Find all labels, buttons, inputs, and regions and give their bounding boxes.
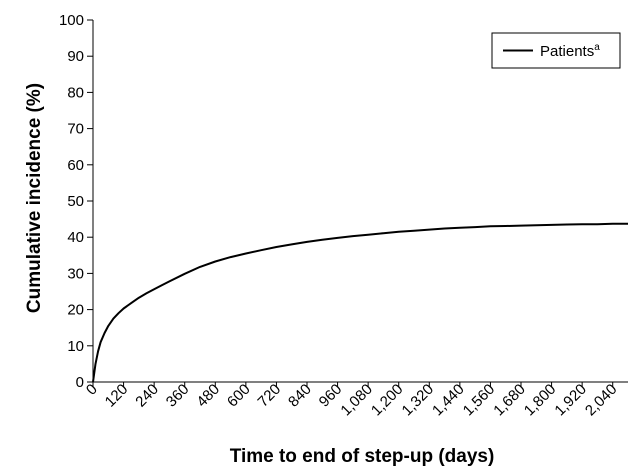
x-tick-label: 1,560 — [460, 381, 499, 420]
x-axis: 0 120 240 360 480 600 720 840 9601,0801,2001,320… — [83, 381, 628, 420]
x-tick-label: 2,040 — [582, 381, 621, 420]
y-axis: 0 10 20 30 40 50 60 70 80 90 100 — [59, 12, 94, 391]
y-tick-label: 80 — [67, 84, 84, 101]
series-line — [92, 222, 628, 383]
y-axis-title: Cumulative incidence (%) — [24, 83, 45, 313]
x-tick-label: 1,080 — [337, 381, 376, 420]
x-tick-label: 1,320 — [399, 381, 438, 420]
y-tick-label: 50 — [67, 193, 84, 210]
y-tick-label: 40 — [67, 229, 84, 246]
x-tick-label: 1,800 — [521, 381, 560, 420]
y-tick-label: 90 — [67, 48, 84, 65]
y-tick-label: 0 — [76, 374, 84, 391]
legend: Patientsa — [491, 32, 621, 69]
x-tick-label: 1,200 — [368, 381, 407, 420]
x-tick-label: 1,920 — [551, 381, 590, 420]
x-tick-label: 120 — [102, 381, 132, 411]
y-tick-label: 70 — [67, 121, 84, 138]
y-tick-label: 10 — [67, 338, 84, 355]
x-tick-label: 360 — [163, 381, 193, 411]
x-axis-title: Time to end of step-up (days) — [230, 446, 495, 467]
y-tick-label: 20 — [67, 302, 84, 319]
plot-area — [92, 222, 628, 383]
x-tick-label: 1,440 — [429, 381, 468, 420]
legend-label-sup: a — [594, 42, 600, 53]
x-tick-label: 840 — [285, 381, 315, 411]
x-tick-label: 0 — [83, 381, 101, 399]
x-tick-label: 720 — [255, 381, 285, 411]
y-tick-label: 30 — [67, 265, 84, 282]
x-tick-label: 240 — [132, 381, 162, 411]
y-tick-label: 100 — [59, 12, 84, 29]
x-tick-label: 1,680 — [490, 381, 529, 420]
legend-label: Patientsa — [540, 42, 600, 60]
y-tick-label: 60 — [67, 157, 84, 174]
legend-label-main: Patients — [540, 43, 594, 60]
x-tick-label: 480 — [193, 381, 223, 411]
x-tick-label: 600 — [224, 381, 254, 411]
